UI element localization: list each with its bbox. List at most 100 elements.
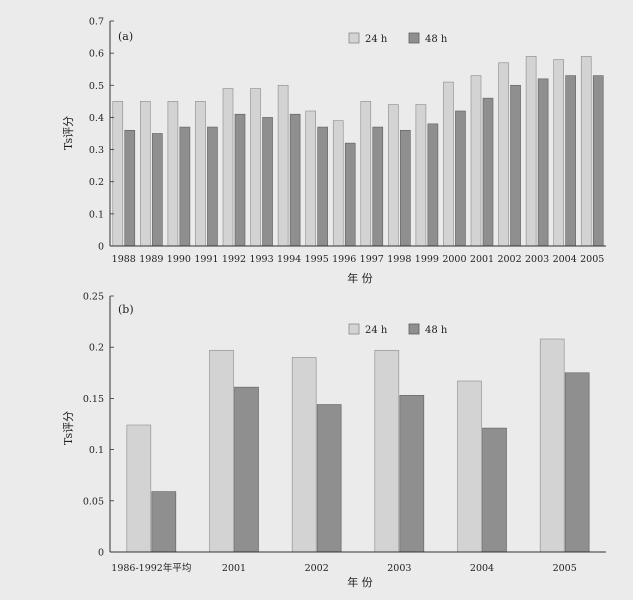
- panel-b-bar-24h-2004: [457, 380, 482, 553]
- panel-a-bar-48h-1988: [124, 129, 136, 247]
- panel-a-bar-48h-1991: [207, 126, 218, 247]
- panel-a-x-tick-label: 1989: [139, 254, 163, 265]
- panel-b-legend: 24 h 48 h: [348, 323, 448, 336]
- panel-b-y-tick-label: 0.1: [89, 445, 104, 456]
- panel-b-x-tick-label: 2001: [222, 563, 246, 574]
- panel-a-legend-swatch-24h: [348, 32, 360, 44]
- panel-b-bar-24h-1986-1992年平均: [126, 424, 152, 553]
- panel-a-bar-24h-2002: [498, 62, 509, 247]
- panel-a-x-tick-label: 1998: [387, 254, 411, 265]
- panel-b-bar-48h-1986-1992年平均: [151, 491, 177, 553]
- panel-a-bar-48h-1999: [427, 123, 439, 247]
- panel-b-chart: (b) Ts评分 年 份 0 0.05 0.1 0.15 0.2 0.25 1986-19…: [62, 292, 606, 589]
- panel-a-bar-24h-1992: [222, 88, 234, 247]
- panel-a-bar-48h-2000: [455, 110, 466, 247]
- panel-a-x-tick-label: 1991: [194, 254, 218, 265]
- panel-a-chart: (a) Ts评分 年 份 0 0.1 0.2 0.3 0.4 0.5 0.6 0.7 1988…: [62, 17, 606, 285]
- panel-b-y-tick-label: 0: [98, 548, 104, 559]
- panel-a-legend-label-24h: 24 h: [365, 34, 388, 45]
- panel-b-bars: [126, 338, 590, 553]
- panel-a-bar-48h-1996: [344, 142, 356, 247]
- panel-b-bar-48h-2002: [316, 404, 342, 553]
- panel-b-x-ticks: 1986-1992年平均 2001 2002 2003 2004 2005: [111, 562, 576, 574]
- panel-a-bar-48h-2005: [592, 75, 604, 247]
- panel-a-x-tick-label: 1999: [415, 254, 439, 265]
- panel-a-bar-48h-2002: [510, 84, 521, 247]
- panel-a-x-tick-label: 1988: [112, 254, 136, 265]
- panel-b-legend-label-48h: 48 h: [425, 325, 448, 336]
- panel-a-axes: [109, 21, 606, 247]
- panel-a-x-ticks: 1988 1989 1990 1991 1992 1993 1994 1995 1996 1997…: [112, 254, 605, 265]
- panel-a-bar-24h-1994: [277, 84, 289, 247]
- panel-a-bar-24h-1993: [250, 88, 261, 247]
- panel-a-label: (a): [118, 30, 133, 43]
- panel-a-x-tick-label: 2005: [580, 254, 604, 265]
- panel-a-x-tick-label: 1994: [277, 254, 301, 265]
- panel-b-label: (b): [118, 303, 134, 316]
- panel-b-x-tick-label: 2003: [387, 563, 411, 574]
- panel-a-x-tick-label: 1996: [332, 254, 356, 265]
- panel-a-y-tick-label: 0: [98, 242, 104, 253]
- panel-a-x-tick-label: 1995: [305, 254, 329, 265]
- panel-a-y-tick-label: 0.5: [89, 81, 104, 92]
- panel-a-legend: 24 h 48 h: [348, 32, 448, 45]
- panel-a-bar-48h-1989: [152, 133, 163, 247]
- panel-a-y-tick-label: 0.3: [89, 145, 104, 156]
- panel-b-legend-swatch-24h: [348, 323, 360, 335]
- panel-b-plot-area: [110, 296, 606, 552]
- panel-b-y-tick-label: 0.25: [83, 292, 104, 303]
- panel-a-x-tick-label: 2001: [470, 254, 494, 265]
- panel-a-bar-48h-2004: [565, 75, 576, 247]
- panel-a-x-tick-label: 2002: [497, 254, 521, 265]
- panel-a-y-tick-label: 0.1: [89, 209, 104, 220]
- panel-b-legend-swatch-48h: [408, 323, 420, 335]
- panel-b-bar-48h-2005: [564, 372, 590, 553]
- panel-b-bar-48h-2004: [482, 427, 507, 553]
- panel-b-x-tick-label: 2004: [470, 563, 494, 574]
- panel-a-bar-48h-1995: [317, 126, 328, 247]
- panel-a-y-tick-label: 0.6: [89, 49, 104, 60]
- panel-a-legend-swatch-48h: [408, 32, 420, 44]
- panel-a-bar-48h-1994: [289, 113, 301, 247]
- panel-b-y-tick-label: 0.15: [83, 394, 104, 405]
- panel-b-axes: [109, 296, 606, 553]
- panel-b-x-tick-label: 2002: [305, 563, 329, 574]
- panel-b-bar-48h-2003: [399, 395, 425, 553]
- panel-a-x-tick-label: 2003: [525, 254, 549, 265]
- panel-a-x-tick-label: 1990: [167, 254, 191, 265]
- panel-a-bar-24h-1990: [167, 101, 179, 247]
- panel-a-y-tick-label: 0.2: [89, 177, 104, 188]
- panel-a-y-axis-label: Ts评分: [62, 116, 75, 150]
- panel-a-bar-24h-2003: [525, 56, 537, 247]
- panel-a-x-tick-label: 1992: [222, 254, 246, 265]
- panel-a-bar-48h-1993: [262, 117, 273, 247]
- panel-a-bar-24h-2004: [553, 59, 564, 247]
- panel-a-bar-48h-2001: [482, 97, 494, 247]
- panel-a-bar-24h-1989: [140, 101, 151, 247]
- panel-b-y-tick-label: 0.2: [89, 343, 104, 354]
- panel-a-bar-24h-1998: [388, 104, 399, 247]
- panel-a-x-tick-label: 1993: [249, 254, 273, 265]
- panel-b-x-axis-label: 年 份: [347, 575, 373, 589]
- panel-b-bar-48h-2001: [234, 386, 259, 553]
- panel-a-bar-24h-1995: [305, 110, 316, 247]
- panel-a-y-tick-label: 0.4: [89, 113, 104, 124]
- panel-a-bar-24h-2001: [470, 75, 482, 247]
- panel-a-bar-48h-1998: [400, 129, 411, 247]
- panel-a-bar-24h-1996: [332, 120, 344, 247]
- panel-a-bar-48h-2003: [537, 78, 549, 247]
- panel-b-x-tick-label: 1986-1992年平均: [111, 562, 191, 574]
- panel-b-bar-24h-2001: [209, 349, 234, 553]
- panel-a-bars: [112, 56, 604, 247]
- panel-a-bar-24h-2000: [443, 81, 454, 247]
- panel-a-x-tick-label: 1997: [360, 254, 384, 265]
- panel-a-x-tick-label: 2004: [553, 254, 577, 265]
- panel-a-y-tick-label: 0.7: [89, 17, 104, 28]
- panel-b-legend-label-24h: 24 h: [365, 325, 388, 336]
- panel-a-x-tick-label: 2000: [442, 254, 466, 265]
- panel-b-bar-24h-2002: [291, 357, 317, 553]
- panel-a-y-ticks: 0 0.1 0.2 0.3 0.4 0.5 0.6 0.7: [89, 17, 114, 253]
- panel-a-bar-24h-1997: [360, 101, 372, 247]
- panel-b-x-tick-label: 2005: [553, 563, 577, 574]
- panel-a-bar-24h-1991: [195, 101, 206, 247]
